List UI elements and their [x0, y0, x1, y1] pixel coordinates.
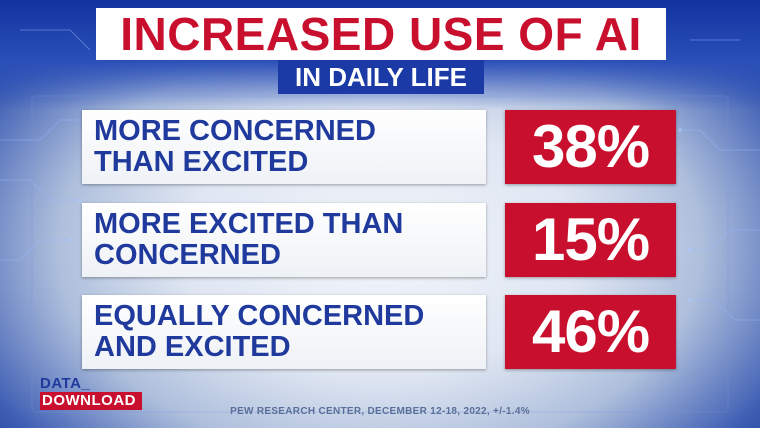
category-label-box: MORE EXCITED THAN CONCERNED	[82, 203, 486, 277]
category-label-line1: EQUALLY CONCERNED	[94, 300, 425, 332]
category-label-line1: MORE EXCITED THAN	[94, 208, 404, 240]
chart-subtitle: IN DAILY LIFE	[295, 62, 467, 92]
chart-title: INCREASED USE OF AI	[120, 8, 642, 60]
logo-data-text: DATA_	[40, 375, 91, 392]
category-label-box: MORE CONCERNED THAN EXCITED	[82, 110, 486, 184]
category-label-box: EQUALLY CONCERNED AND EXCITED	[82, 295, 486, 369]
data-download-logo: DATA_ DOWNLOAD	[40, 376, 180, 410]
source-note: PEW RESEARCH CENTER, DECEMBER 12-18, 202…	[230, 406, 530, 417]
value-box: 38%	[505, 110, 676, 184]
category-label-line2: CONCERNED	[94, 239, 281, 271]
data-row-1: MORE CONCERNED THAN EXCITED 38%	[82, 110, 676, 184]
data-label-value: 15%	[531, 206, 650, 273]
logo-download-text: DOWNLOAD	[40, 392, 142, 410]
category-label-line1: MORE CONCERNED	[94, 115, 376, 147]
data-row-3: EQUALLY CONCERNED AND EXCITED 46%	[82, 295, 676, 369]
value-box: 15%	[505, 203, 676, 277]
value-box: 46%	[505, 295, 676, 369]
data-label-value: 46%	[531, 298, 650, 365]
title-box: INCREASED USE OF AI	[96, 8, 666, 60]
data-label-value: 38%	[531, 113, 650, 180]
category-label-line2: AND EXCITED	[94, 331, 291, 363]
data-row-2: MORE EXCITED THAN CONCERNED 15%	[82, 203, 676, 277]
category-label-line2: THAN EXCITED	[94, 146, 309, 178]
subtitle-box: IN DAILY LIFE	[278, 60, 484, 94]
